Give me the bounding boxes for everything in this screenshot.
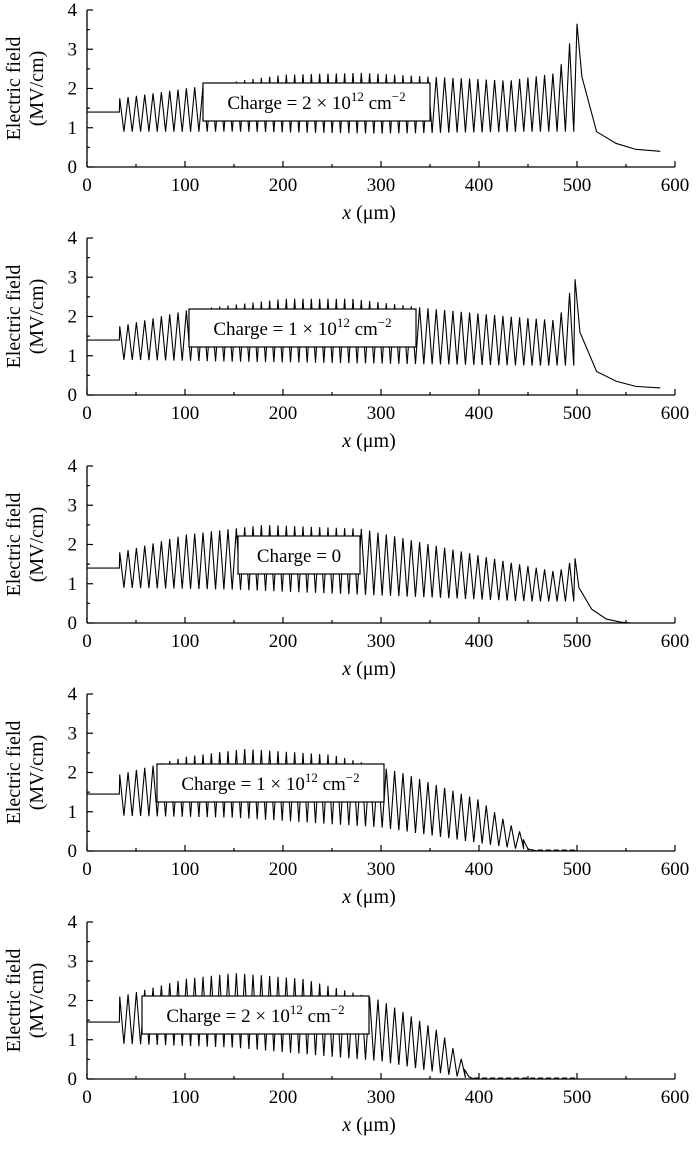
y-axis-title: Electric field (3, 721, 25, 825)
chart-panel-2: 0 100 200 300 400 500 600 0 1 2 3 4 Electric field (M… (3, 228, 689, 452)
y-axis-units: (MV/cm) (26, 735, 48, 811)
x-tick-label: 100 (171, 1087, 200, 1108)
x-tick-label: 0 (82, 1087, 92, 1108)
y-tick-label: 3 (68, 495, 78, 516)
y-tick-label: 1 (68, 118, 78, 139)
y-axis-title: Electric field (3, 949, 25, 1053)
y-tick-label: 3 (68, 267, 78, 288)
x-tick-label: 500 (563, 859, 592, 880)
x-tick-label: 100 (171, 403, 200, 424)
x-tick-label: 0 (82, 631, 92, 652)
y-tick-label: 4 (68, 684, 78, 705)
x-tick-label: 500 (563, 631, 592, 652)
y-axis-units: (MV/cm) (26, 51, 48, 127)
chart-panel-4: 0 100 200 300 400 500 600 0 1 2 3 4 Electric field (M… (3, 684, 689, 908)
x-tick-label: 400 (465, 631, 494, 652)
y-tick-label: 1 (68, 346, 78, 367)
y-tick-label: 4 (68, 456, 78, 477)
x-tick-label: 200 (269, 859, 298, 880)
y-tick-label: 0 (68, 157, 78, 178)
x-tick-label: 300 (367, 175, 396, 196)
x-tick-label: 600 (661, 631, 690, 652)
x-tick-label: 0 (82, 175, 92, 196)
y-axis-units: (MV/cm) (26, 279, 48, 355)
x-tick-label: 600 (661, 1087, 690, 1108)
x-tick-label: 300 (367, 859, 396, 880)
x-tick-label: 600 (661, 403, 690, 424)
x-axis-title: x (μm) (341, 886, 396, 908)
x-tick-label: 500 (563, 403, 592, 424)
y-tick-label: 4 (68, 912, 78, 933)
y-tick-label: 0 (68, 385, 78, 406)
x-axis-title: x (μm) (341, 1114, 396, 1136)
chart-panel-5: 0 100 200 300 400 500 600 0 1 2 3 4 Electric field (M… (3, 912, 689, 1136)
x-tick-label: 100 (171, 175, 200, 196)
y-tick-label: 0 (68, 1069, 78, 1090)
x-tick-label: 100 (171, 631, 200, 652)
y-tick-label: 1 (68, 574, 78, 595)
chart-panel-3: 0 100 200 300 400 500 600 0 1 2 3 4 Electric field (M… (3, 456, 689, 680)
x-axis-title: x (μm) (341, 430, 396, 452)
charge-label-box (141, 995, 370, 1035)
x-tick-label: 0 (82, 403, 92, 424)
electric-field-trace (87, 748, 538, 852)
charge-label-box (202, 82, 431, 122)
y-axis-title: Electric field (3, 37, 25, 141)
y-tick-label: 1 (68, 1030, 78, 1051)
y-tick-label: 0 (68, 841, 78, 862)
y-tick-label: 1 (68, 802, 78, 823)
y-tick-label: 3 (68, 39, 78, 60)
y-tick-label: 4 (68, 228, 78, 249)
charge-label: Charge = 0 (257, 546, 341, 567)
charge-label: Charge = 1 × 1012 cm−2 (181, 770, 359, 795)
x-tick-label: 400 (465, 175, 494, 196)
x-tick-label: 600 (661, 859, 690, 880)
charge-label: Charge = 2 × 1012 cm−2 (166, 1002, 344, 1027)
y-axis-title: Electric field (3, 493, 25, 597)
charge-label-box (237, 535, 361, 575)
x-axis-title: x (μm) (341, 202, 396, 224)
y-tick-label: 2 (68, 991, 78, 1012)
charge-label: Charge = 1 × 1012 cm−2 (213, 315, 391, 340)
charge-label-box (188, 308, 417, 348)
x-tick-label: 300 (367, 403, 396, 424)
chart-panel-1: 0 100 200 300 400 500 600 0 1 2 3 4 Electric field (M… (3, 0, 689, 224)
x-tick-label: 100 (171, 859, 200, 880)
y-tick-label: 2 (68, 763, 78, 784)
y-tick-label: 2 (68, 79, 78, 100)
x-tick-label: 200 (269, 631, 298, 652)
x-tick-label: 0 (82, 859, 92, 880)
x-tick-label: 300 (367, 631, 396, 652)
y-tick-label: 4 (68, 0, 78, 21)
y-tick-label: 3 (68, 951, 78, 972)
charge-label: Charge = 2 × 1012 cm−2 (227, 89, 405, 114)
y-axis-units: (MV/cm) (26, 507, 48, 583)
y-tick-label: 2 (68, 307, 78, 328)
x-tick-label: 400 (465, 859, 494, 880)
x-tick-label: 600 (661, 175, 690, 196)
x-tick-label: 200 (269, 1087, 298, 1108)
x-tick-label: 200 (269, 403, 298, 424)
x-axis-title: x (μm) (341, 658, 396, 680)
x-tick-label: 400 (465, 403, 494, 424)
y-tick-label: 2 (68, 535, 78, 556)
x-tick-label: 200 (269, 175, 298, 196)
charge-label-box (156, 763, 385, 803)
x-tick-label: 500 (563, 175, 592, 196)
y-tick-label: 3 (68, 723, 78, 744)
y-axis-title: Electric field (3, 265, 25, 369)
x-tick-label: 500 (563, 1087, 592, 1108)
x-tick-label: 300 (367, 1087, 396, 1108)
x-tick-label: 400 (465, 1087, 494, 1108)
y-axis-units: (MV/cm) (26, 963, 48, 1039)
y-tick-label: 0 (68, 613, 78, 634)
